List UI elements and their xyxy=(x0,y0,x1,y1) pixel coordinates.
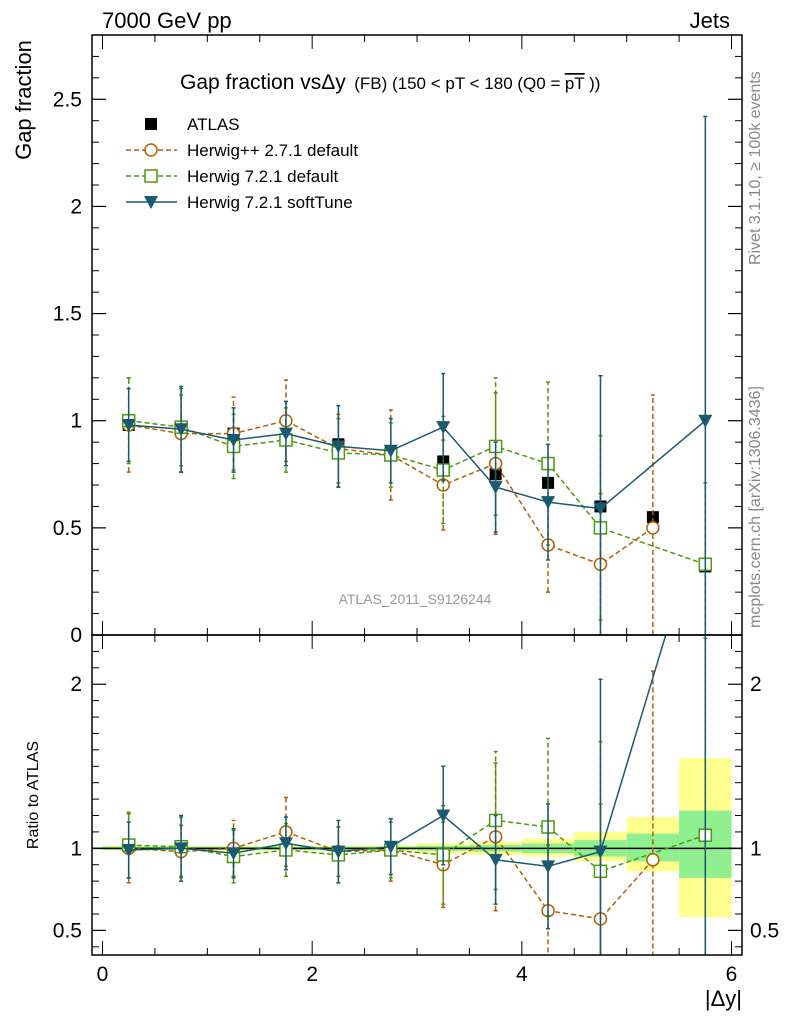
data-point xyxy=(488,481,503,495)
x-tick-label: 4 xyxy=(516,963,528,986)
legend-marker xyxy=(144,169,158,183)
data-point xyxy=(278,427,293,441)
y-tick-label: 2.5 xyxy=(53,88,82,111)
legend-marker xyxy=(144,196,158,209)
data-point xyxy=(174,423,189,437)
series-line xyxy=(128,419,654,566)
data-point xyxy=(593,502,608,516)
data-point xyxy=(541,496,556,510)
data-point xyxy=(646,853,660,867)
data-point xyxy=(541,860,556,874)
data-point xyxy=(646,521,660,535)
rivet-version-label: Rivet 3.1.10, ≥ 100k events xyxy=(747,71,764,265)
legend-marker xyxy=(145,118,157,130)
y-tick-label: 0 xyxy=(70,624,82,647)
plot-title: Gap fraction vsΔy (FB) (150 < pT < 180 (… xyxy=(180,71,600,94)
data-point xyxy=(226,847,241,861)
data-point xyxy=(436,421,451,435)
y-tick-label: 2 xyxy=(70,195,82,218)
legend-entry: ATLAS xyxy=(145,115,240,134)
data-point xyxy=(383,840,398,854)
y-tick-label: 0.5 xyxy=(53,517,82,540)
main-panel: ATLAS_2011_S9126244 0 0.5 1 1.5 2 2.5 Gap fra… xyxy=(11,34,743,647)
ratio-y-tick-label-right: 1 xyxy=(750,837,762,860)
analysis-watermark: ATLAS_2011_S9126244 xyxy=(339,591,492,607)
x-tick-label: 0 xyxy=(97,963,109,986)
title-overline-pt: pT xyxy=(565,74,585,93)
data-point xyxy=(436,809,451,823)
legend-entry: Herwig++ 2.7.1 default xyxy=(126,141,358,160)
mcplots-ref-label: mcplots.cern.ch [arXiv:1306.3436] xyxy=(747,386,764,628)
ratio-y-axis-title: Ratio to ATLAS xyxy=(25,741,42,849)
data-point xyxy=(698,414,713,428)
ratio-y-tick-label: 2 xyxy=(70,673,82,696)
data-point xyxy=(593,845,608,859)
data-point xyxy=(331,440,346,454)
y-tick-label: 1.5 xyxy=(53,303,82,326)
legend-label: Herwig++ 2.7.1 default xyxy=(187,141,358,160)
data-point xyxy=(278,837,293,851)
x-tick-label: 6 xyxy=(726,963,738,986)
legend-entry: Herwig 7.2.1 default xyxy=(126,167,338,186)
ratio-y-tick-label-right: 0.5 xyxy=(750,919,779,942)
legend-label: Herwig 7.2.1 default xyxy=(187,167,338,186)
data-point xyxy=(331,845,346,859)
data-point xyxy=(646,511,659,524)
energy-label: 7000 GeV pp xyxy=(102,8,232,33)
data-point xyxy=(121,843,136,857)
series-herwig-7-2-1-softtune xyxy=(121,635,707,955)
data-point xyxy=(121,419,136,432)
x-tick-label: 2 xyxy=(306,963,318,986)
legend: ATLAS Herwig++ 2.7.1 default Herwig 7.2.1 … xyxy=(126,115,358,212)
category-label: Jets xyxy=(690,8,730,33)
ratio-panel-frame xyxy=(91,634,743,956)
data-point xyxy=(226,434,241,447)
ratio-y-tick-label: 0.5 xyxy=(53,919,82,942)
series-herwig-7-2-1-default xyxy=(121,637,713,955)
x-axis-title: |Δy| xyxy=(705,986,742,1011)
legend-label: Herwig 7.2.1 softTune xyxy=(187,193,353,212)
ratio-y-tick-label-right: 2 xyxy=(750,673,762,696)
series-herwig-7-2-1-softtune xyxy=(121,115,713,635)
legend-label: ATLAS xyxy=(187,115,240,134)
data-point xyxy=(174,842,189,856)
legend-marker xyxy=(144,143,158,157)
data-point xyxy=(488,853,503,867)
series-line xyxy=(128,635,667,868)
ratio-panel: 0.5 0.5 1 1 2 2 0 2 4 6 Ratio to ATLAS |Δy| xyxy=(25,634,779,1011)
legend-entry: Herwig 7.2.1 softTune xyxy=(126,193,353,212)
data-point xyxy=(383,444,398,458)
ratio-y-tick-label: 1 xyxy=(70,837,82,860)
y-tick-label: 1 xyxy=(70,410,82,433)
y-axis-title: Gap fraction xyxy=(11,40,36,160)
series-line xyxy=(128,420,706,510)
